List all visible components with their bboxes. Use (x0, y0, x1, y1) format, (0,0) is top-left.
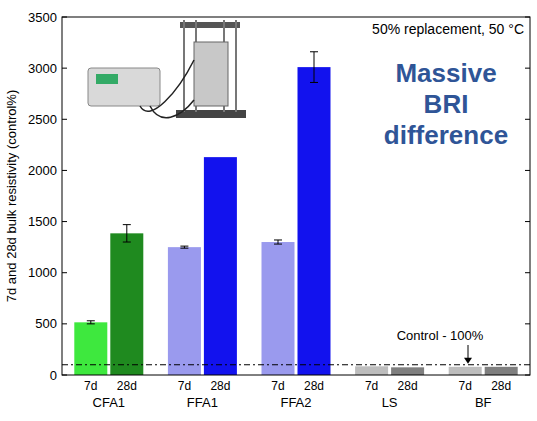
error-bar (310, 52, 318, 83)
annotation: MassiveBRIdifference (384, 58, 508, 150)
x-tick-label: BF (475, 395, 492, 410)
error-cap (123, 224, 131, 225)
error-cap (87, 323, 95, 324)
bar (74, 322, 107, 375)
y-tick-label: 3500 (28, 10, 57, 25)
y-tick-label: 0 (50, 368, 57, 383)
bar-label: 28d (210, 379, 230, 393)
x-tick-label: FFA2 (280, 395, 311, 410)
x-tick-label: LS (382, 395, 398, 410)
control-line (62, 364, 530, 365)
error-cap (274, 244, 282, 245)
control-label: Control - 100% (397, 328, 484, 343)
x-tick-label: FFA1 (187, 395, 218, 410)
control-arrow (468, 345, 469, 360)
plot-frame (62, 17, 530, 375)
plate-top (180, 22, 240, 28)
bar-label: 28d (304, 379, 324, 393)
error-line (278, 240, 279, 244)
bar (485, 367, 518, 375)
y-tick-right (525, 221, 530, 222)
y-tick (62, 323, 67, 324)
y-tick (62, 221, 67, 222)
bar-label: 7d (178, 379, 191, 393)
y-tick (62, 68, 67, 69)
rod (183, 20, 185, 112)
y-tick-label: 2500 (28, 112, 57, 127)
bar (355, 366, 388, 375)
error-line (126, 225, 127, 242)
subtitle: 50% replacement, 50 °C (372, 21, 524, 37)
error-bar (274, 240, 282, 244)
bars (74, 52, 517, 375)
error-cap (310, 82, 318, 83)
cable (140, 60, 194, 111)
inset-photo (84, 20, 252, 130)
y-tick-right (525, 119, 530, 120)
bar-label: 28d (491, 379, 511, 393)
bar (391, 367, 424, 375)
bar-label: 7d (459, 379, 472, 393)
device (88, 68, 160, 106)
y-tick (62, 119, 67, 120)
chart: 0 500 1000 1500 2000 2500 3000 3500 7d and 28d b… (0, 0, 537, 421)
bar-label: 7d (271, 379, 284, 393)
y-tick (62, 272, 67, 273)
error-bar (180, 246, 188, 248)
error-cap (274, 239, 282, 240)
y-tick-right (525, 323, 530, 324)
inset-bg (84, 20, 252, 130)
y-tick-label: 500 (35, 316, 57, 331)
error-cap (180, 246, 188, 247)
rod (235, 20, 237, 112)
control-arrowhead (464, 358, 472, 364)
annotation-line: Massive (395, 58, 496, 88)
annotation-line: difference (384, 120, 508, 150)
error-bar (123, 225, 131, 242)
y-tick (62, 170, 67, 171)
error-line (314, 52, 315, 83)
bar (298, 67, 331, 375)
x-tick-label: CFA1 (93, 395, 126, 410)
y-tick-label: 1500 (28, 214, 57, 229)
bar (449, 367, 482, 375)
y-axis-title: 7d and 28d bulk resistivity (control%) (4, 90, 19, 302)
specimen (194, 42, 228, 106)
error-cap (87, 320, 95, 321)
error-bar (87, 321, 95, 324)
error-cap (180, 248, 188, 249)
y-tick-label: 2000 (28, 163, 57, 178)
bar (262, 242, 295, 375)
bar (168, 247, 201, 375)
device-screen (96, 74, 118, 84)
error-cap (310, 51, 318, 52)
y-tick-label: 3000 (28, 61, 57, 76)
bar-label: 7d (84, 379, 97, 393)
y-tick-right (525, 68, 530, 69)
bar (110, 233, 143, 375)
y-tick-right (525, 272, 530, 273)
bar (204, 157, 237, 375)
bar-label: 28d (398, 379, 418, 393)
bar-label: 7d (365, 379, 378, 393)
annotation-line: BRI (424, 89, 469, 119)
y-tick-label: 1000 (28, 265, 57, 280)
bar-label: 28d (117, 379, 137, 393)
error-cap (123, 242, 131, 243)
y-tick-right (525, 170, 530, 171)
